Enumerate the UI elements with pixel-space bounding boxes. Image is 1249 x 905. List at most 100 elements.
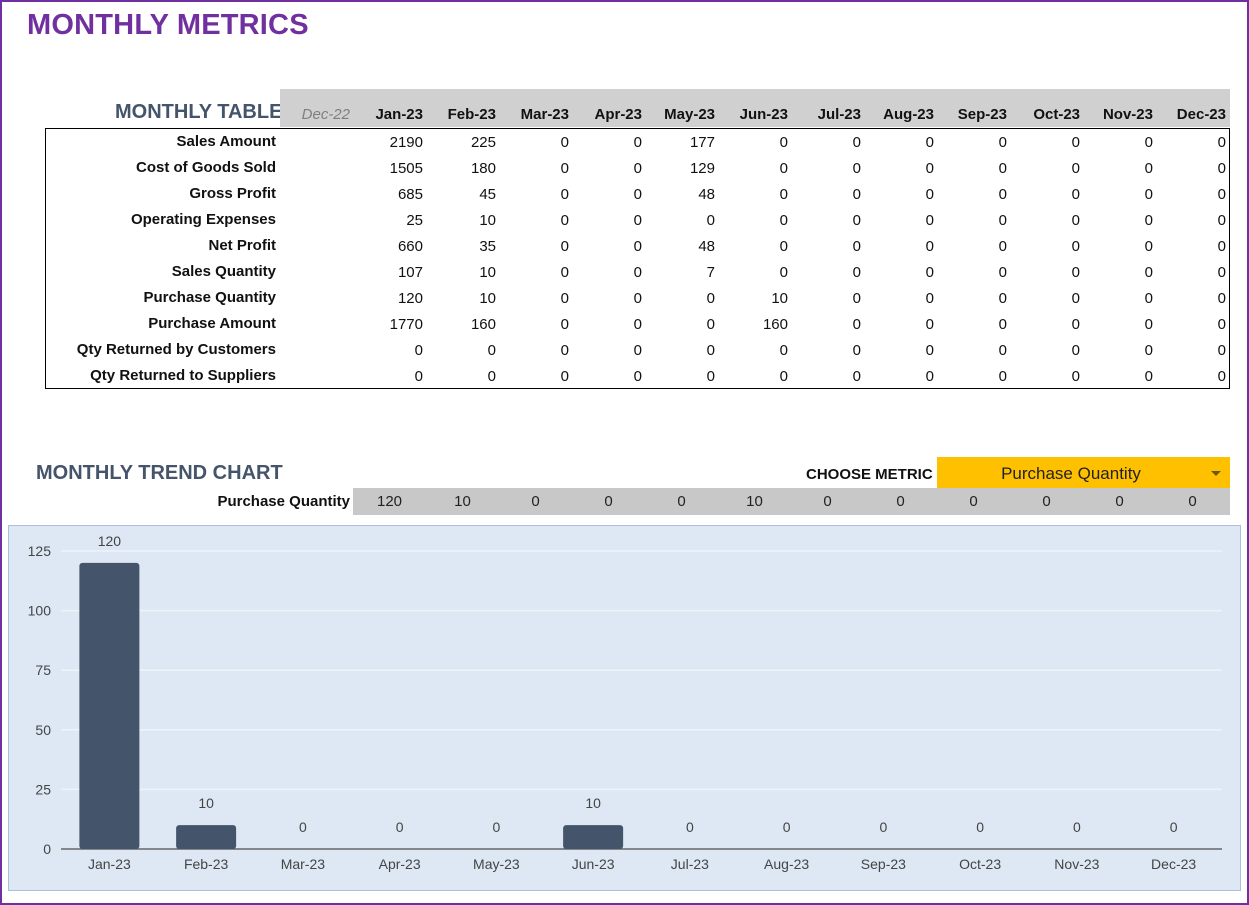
page-title: MONTHLY METRICS: [27, 9, 309, 41]
table-cell: 7: [706, 264, 715, 281]
month-header-may-23: May-23: [664, 106, 715, 123]
table-cell: 0: [560, 186, 569, 203]
table-cell: 0: [779, 238, 788, 255]
y-tick-label: 100: [28, 603, 52, 619]
table-cell: 2190: [389, 134, 423, 151]
selected-metric-value: 0: [1115, 493, 1124, 510]
data-label: 0: [1073, 819, 1081, 835]
data-label: 0: [492, 819, 500, 835]
data-label: 0: [299, 819, 307, 835]
table-cell: 0: [852, 342, 861, 359]
y-tick-label: 25: [35, 781, 51, 797]
y-tick-label: 50: [35, 722, 51, 738]
table-cell: 0: [1144, 264, 1153, 281]
x-tick-label: Oct-23: [959, 856, 1001, 872]
table-cell: 10: [479, 290, 496, 307]
table-cell: 0: [706, 368, 715, 385]
table-cell: 120: [397, 290, 423, 307]
x-tick-label: Jun-23: [572, 856, 615, 872]
table-cell: 0: [633, 134, 642, 151]
table-cell: 0: [1071, 342, 1080, 359]
month-header-nov-23: Nov-23: [1102, 106, 1153, 123]
table-cell: 225: [470, 134, 496, 151]
data-label: 0: [879, 819, 887, 835]
table-cell: 0: [852, 316, 861, 333]
data-label: 0: [783, 819, 791, 835]
trend-chart: 0 25 50 75 100 125 120 Jan-23 10 Feb-23 0 Mar-23 0 Ap…: [8, 525, 1241, 891]
x-tick-label: Jul-23: [671, 856, 709, 872]
row-label: Sales Quantity: [171, 263, 276, 280]
table-cell: 1770: [389, 316, 423, 333]
table-cell: 0: [487, 368, 496, 385]
table-cell: 0: [633, 316, 642, 333]
table-cell: 1505: [389, 160, 423, 177]
row-label: Operating Expenses: [130, 211, 276, 228]
x-tick-label: Jan-23: [88, 856, 131, 872]
table-cell: 0: [1071, 368, 1080, 385]
table-cell: 0: [706, 342, 715, 359]
table-cell: 0: [487, 342, 496, 359]
table-cell: 0: [925, 186, 934, 203]
table-cell: 0: [998, 134, 1007, 151]
table-cell: 107: [397, 264, 423, 281]
table-cell: 0: [779, 186, 788, 203]
month-header-jun-23: Jun-23: [739, 106, 788, 123]
table-cell: 160: [470, 316, 496, 333]
table-cell: 0: [925, 342, 934, 359]
data-label: 0: [686, 819, 694, 835]
table-cell: 0: [1071, 212, 1080, 229]
table-cell: 0: [779, 368, 788, 385]
row-label: Qty Returned by Customers: [76, 341, 276, 358]
table-cell: 0: [1071, 134, 1080, 151]
metric-dropdown-value: Purchase Quantity: [1001, 464, 1141, 483]
monthly-table-title: MONTHLY TABLE: [115, 101, 283, 123]
table-cell: 0: [1071, 264, 1080, 281]
y-tick-label: 125: [28, 543, 52, 559]
table-cell: 0: [779, 264, 788, 281]
table-cell: 0: [560, 316, 569, 333]
table-cell: 0: [633, 342, 642, 359]
table-cell: 129: [689, 160, 715, 177]
metric-dropdown[interactable]: Purchase Quantity: [937, 457, 1230, 488]
table-cell: 0: [779, 160, 788, 177]
table-cell: 0: [560, 212, 569, 229]
table-cell: 0: [1217, 160, 1226, 177]
table-cell: 25: [406, 212, 423, 229]
table-cell: 0: [998, 316, 1007, 333]
table-cell: 0: [560, 160, 569, 177]
table-cell: 0: [1217, 238, 1226, 255]
selected-metric-value: 0: [896, 493, 905, 510]
table-cell: 0: [633, 160, 642, 177]
table-cell: 0: [1217, 290, 1226, 307]
table-cell: 0: [925, 212, 934, 229]
monthly-metrics-table: Sales Amount 2190 225 0 0 177 0 0 0 0 0 0 0 Cost of G…: [45, 128, 1230, 389]
table-cell: 0: [998, 238, 1007, 255]
x-tick-label: Sep-23: [861, 856, 906, 872]
selected-metric-value: 120: [376, 493, 403, 510]
chevron-down-icon[interactable]: [1211, 471, 1221, 476]
table-cell: 0: [1217, 342, 1226, 359]
table-cell: 45: [479, 186, 496, 203]
row-label: Purchase Quantity: [143, 289, 276, 306]
trend-chart-svg: 0255075100125120Jan-2310Feb-230Mar-230Ap…: [28, 533, 1222, 872]
table-cell: 0: [560, 264, 569, 281]
table-cell: 0: [998, 212, 1007, 229]
table-cell: 0: [1144, 316, 1153, 333]
table-cell: 0: [560, 238, 569, 255]
table-cell: 180: [470, 160, 496, 177]
table-cell: 0: [1217, 368, 1226, 385]
x-tick-label: Aug-23: [764, 856, 809, 872]
month-header-row: Dec-22 Jan-23 Feb-23 Mar-23 Apr-23 May-23 Jun-…: [280, 89, 1230, 127]
table-cell: 0: [852, 368, 861, 385]
data-label: 10: [198, 795, 214, 811]
selected-metric-value: 0: [604, 493, 613, 510]
choose-metric-label: CHOOSE METRIC: [806, 466, 933, 483]
row-label: Purchase Amount: [148, 315, 276, 332]
table-cell: 10: [479, 264, 496, 281]
x-tick-label: Nov-23: [1054, 856, 1099, 872]
table-cell: 0: [633, 212, 642, 229]
trend-chart-title: MONTHLY TREND CHART: [36, 462, 283, 484]
table-cell: 0: [633, 264, 642, 281]
month-header-sep-23: Sep-23: [957, 106, 1007, 123]
